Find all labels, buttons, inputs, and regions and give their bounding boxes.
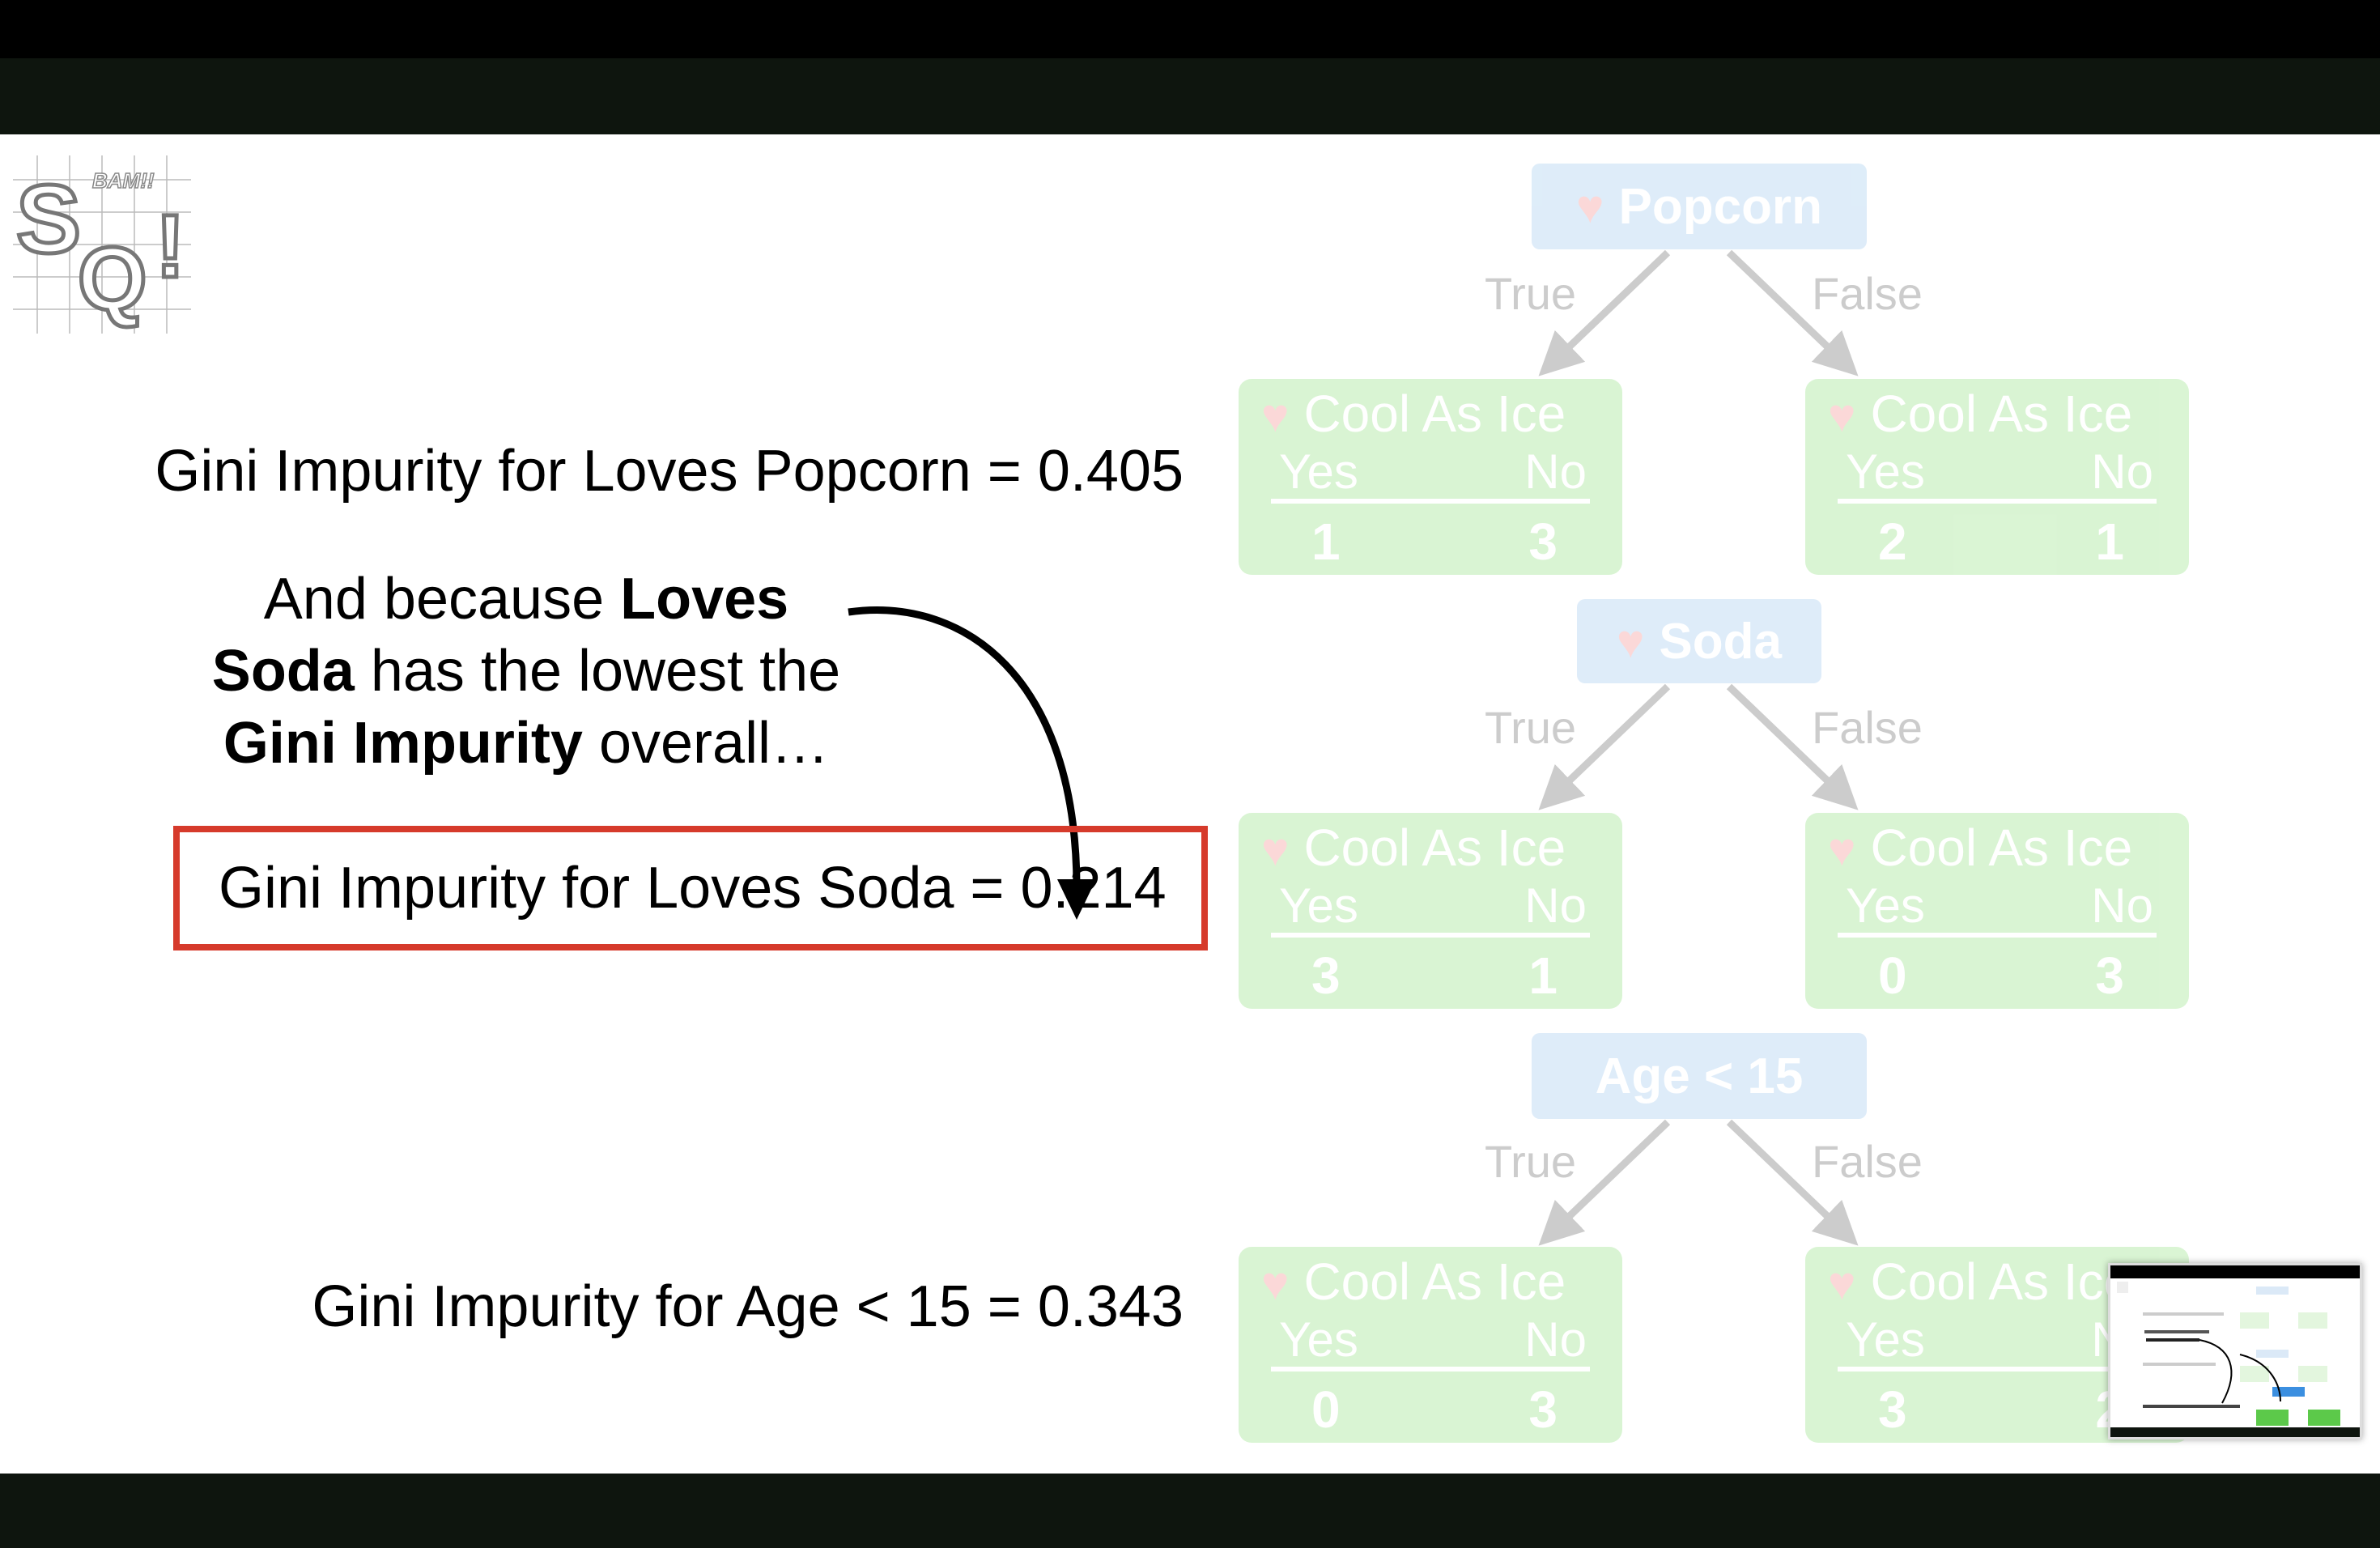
divider bbox=[1271, 499, 1590, 504]
decision-stumps: ♥ Popcorn True False ♥ Cool As Ice Yes No … bbox=[0, 134, 2380, 1474]
heart-icon: ♥ bbox=[1828, 823, 1856, 876]
heart-icon: ♥ bbox=[1576, 180, 1604, 233]
heart-icon: ♥ bbox=[1261, 389, 1290, 442]
yes-label: Yes bbox=[1279, 878, 1358, 933]
highlight-box: Gini Impurity for Loves Soda = 0.214 bbox=[173, 826, 1208, 950]
explanation-part: overall… bbox=[582, 711, 830, 776]
heart-icon: ♥ bbox=[1616, 615, 1645, 668]
yes-label: Yes bbox=[1846, 878, 1925, 933]
svg-text:BAM!!: BAM!! bbox=[92, 168, 155, 193]
yes-label: Yes bbox=[1279, 444, 1358, 499]
divider bbox=[1838, 933, 2157, 938]
gini-soda-label: Gini Impurity for Loves Soda = 0.214 bbox=[219, 856, 1167, 921]
leaf-title: Cool As Ice bbox=[1870, 1252, 2133, 1311]
divider bbox=[1271, 933, 1590, 938]
leaf-node: ♥ Cool As Ice Yes No 0 3 bbox=[1805, 813, 2189, 1009]
leaf-node: ♥ Cool As Ice Yes No 2 1 bbox=[1805, 379, 2189, 575]
yes-label: Yes bbox=[1846, 444, 1925, 499]
curved-arrow bbox=[848, 606, 1096, 920]
no-count: 1 bbox=[2095, 512, 2124, 571]
yes-count: 3 bbox=[1311, 946, 1341, 1005]
explanation-text: And because Loves Soda has the lowest th… bbox=[186, 563, 866, 780]
leaf-node: ♥ Cool As Ice Yes No 0 3 bbox=[1239, 1247, 1622, 1443]
no-label: No bbox=[1524, 1312, 1587, 1367]
yes-count: 0 bbox=[1311, 1380, 1341, 1439]
no-label: No bbox=[2091, 444, 2153, 499]
no-label: No bbox=[2091, 878, 2153, 933]
yes-count: 0 bbox=[1878, 946, 1907, 1005]
heart-icon: ♥ bbox=[1261, 823, 1290, 876]
root-node-popcorn: ♥ Popcorn bbox=[1532, 164, 1867, 249]
divider bbox=[1838, 1367, 2157, 1372]
leaf-node: ♥ Cool As Ice Yes No 1 3 bbox=[1239, 379, 1622, 575]
branch-false-label: False bbox=[1812, 268, 1923, 319]
divider bbox=[1838, 499, 2157, 504]
yes-label: Yes bbox=[1846, 1312, 1925, 1367]
branch-false-label: False bbox=[1812, 702, 1923, 753]
leaf-title: Cool As Ice bbox=[1870, 819, 2133, 877]
gini-age-label: Gini Impurity for Age < 15 = 0.343 bbox=[312, 1274, 1184, 1339]
leaf-title: Cool As Ice bbox=[1303, 819, 1566, 877]
svg-text:Q: Q bbox=[78, 229, 147, 329]
root-node-soda: ♥ Soda bbox=[1577, 599, 1821, 683]
root-label: Popcorn bbox=[1618, 178, 1822, 235]
gini-popcorn-label: Gini Impurity for Loves Popcorn = 0.405 bbox=[155, 439, 1184, 504]
no-count: 3 bbox=[1528, 1380, 1558, 1439]
branch-true-label: True bbox=[1485, 268, 1577, 319]
no-label: No bbox=[1524, 444, 1587, 499]
no-count: 3 bbox=[2095, 946, 2124, 1005]
explanation-bold: Gini Impurity bbox=[223, 711, 583, 776]
statquest-logo: S Q ! BAM!! bbox=[13, 155, 191, 334]
svg-text:!: ! bbox=[155, 197, 185, 296]
thumbnail-top-bar bbox=[2110, 1265, 2360, 1278]
video-header-bar bbox=[0, 58, 2380, 134]
leaf-title: Cool As Ice bbox=[1303, 1252, 1566, 1311]
leaf-node: ♥ Cool As Ice Yes No 3 1 bbox=[1239, 813, 1622, 1009]
svg-text:S: S bbox=[16, 165, 81, 274]
thumbnail-preview-image bbox=[2117, 1282, 2340, 1426]
leaf-title: Cool As Ice bbox=[1303, 385, 1566, 443]
yes-count: 1 bbox=[1311, 512, 1341, 571]
explanation-bold: Loves Soda bbox=[211, 567, 789, 704]
no-count: 3 bbox=[1528, 512, 1558, 571]
next-slide-thumbnail[interactable] bbox=[2108, 1263, 2362, 1440]
video-footer-bar bbox=[0, 1474, 2380, 1548]
heart-icon: ♥ bbox=[1261, 1257, 1290, 1310]
heart-icon: ♥ bbox=[1828, 389, 1856, 442]
branch-true-label: True bbox=[1485, 702, 1577, 753]
video-top-bar bbox=[0, 0, 2380, 58]
slide: S Q ! BAM!! Gini Impurity for Loves Popc… bbox=[0, 134, 2380, 1474]
no-count: 1 bbox=[1528, 946, 1558, 1005]
leaf-title: Cool As Ice bbox=[1870, 385, 2133, 443]
root-node-age: Age < 15 bbox=[1532, 1033, 1867, 1119]
branch-true-label: True bbox=[1485, 1136, 1577, 1187]
branch-arrows bbox=[1538, 249, 1859, 1246]
no-label: No bbox=[1524, 878, 1587, 933]
explanation-part: has the lowest the bbox=[354, 639, 841, 704]
explanation-part: And because bbox=[263, 567, 621, 632]
root-label: Age < 15 bbox=[1595, 1048, 1804, 1104]
yes-count: 2 bbox=[1878, 512, 1907, 571]
yes-count: 3 bbox=[1878, 1380, 1907, 1439]
heart-icon: ♥ bbox=[1828, 1257, 1856, 1310]
root-label: Soda bbox=[1659, 613, 1783, 670]
thumbnail-bottom-bar bbox=[2110, 1427, 2360, 1437]
divider bbox=[1271, 1367, 1590, 1372]
yes-label: Yes bbox=[1279, 1312, 1358, 1367]
branch-false-label: False bbox=[1812, 1136, 1923, 1187]
